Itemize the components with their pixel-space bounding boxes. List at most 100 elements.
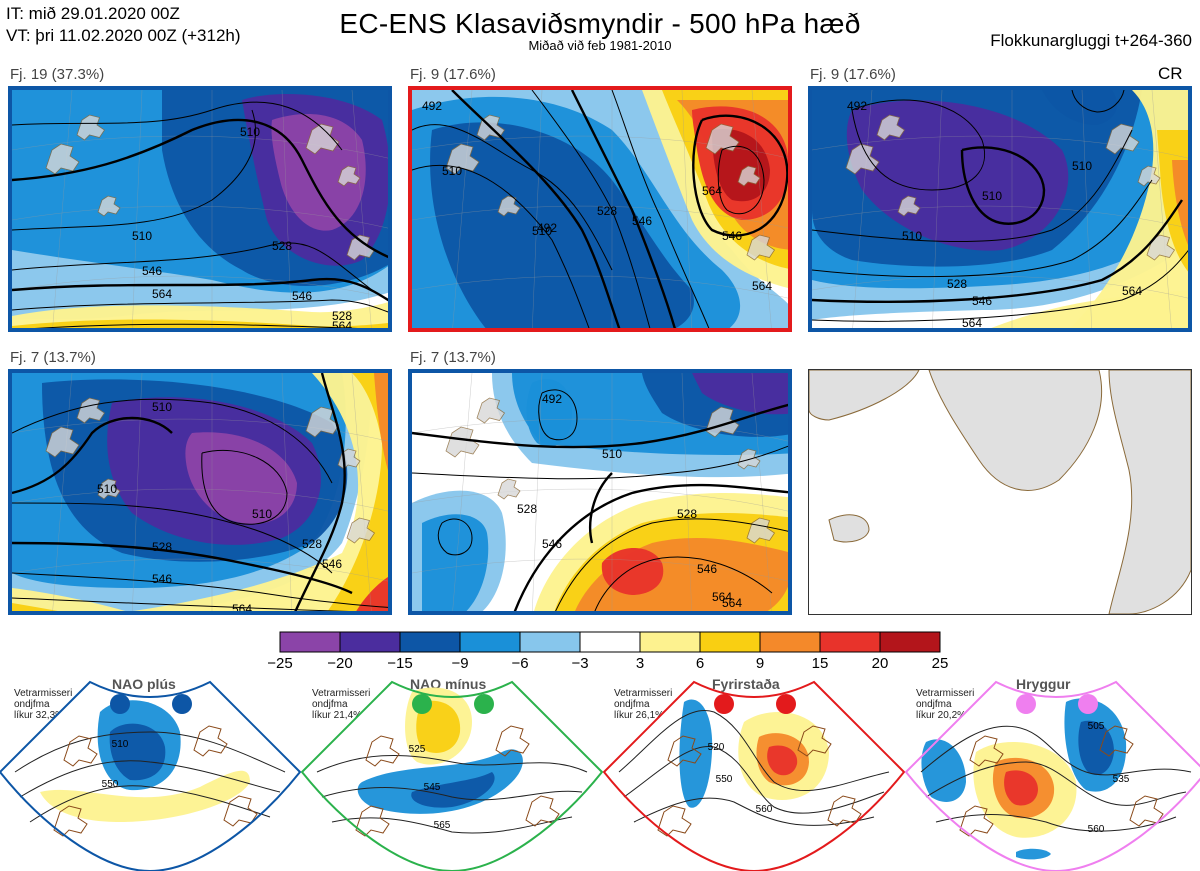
colorbar-swatch [459,631,521,653]
contour-label: 546 [142,264,162,278]
cluster-map-4: 510 510 510 528 546 528 546 564 [8,369,392,615]
canada-coast [809,370,920,421]
regime-coastline [63,735,98,767]
contour-label: 528 [332,309,352,323]
height-contour [12,101,343,151]
regime-contour [920,725,1192,776]
regime-marker-dot [474,694,494,714]
contour-label: 528 [302,537,322,551]
height-contour [570,90,676,328]
contour-label: 510 [240,125,260,139]
regime-coastline [223,795,258,827]
height-contour [12,572,388,608]
contour-label: 510 [1072,159,1092,173]
contour-label: 492 [542,392,562,406]
regime-coastline [355,805,390,837]
regime-1-info: Vetrarmisseri ondjfma líkur 32,3% [14,688,73,721]
colorbar-tick-label: 3 [636,655,644,672]
colorbar-swatch [819,631,881,653]
contour-label: 564 [752,279,772,293]
contour-label: 546 [292,289,312,303]
anomaly-map-3: 492 510 510 528 546 564 564 510 [812,90,1188,330]
regime-contour [633,797,875,826]
height-contour [12,502,333,574]
contour-label: 510 [602,447,622,461]
height-contour [555,518,788,611]
coastline [305,123,340,155]
island [828,514,870,543]
regime-map-nao_plus: 510 550 [0,680,302,871]
coastline [845,143,880,175]
colorbar-swatch [339,631,401,653]
regime-marker-dot [714,694,734,714]
contour-label: 546 [542,537,562,551]
regime-contour [925,761,1187,806]
anomaly-region [991,290,1188,328]
regime-marker-dot [1078,694,1098,714]
regime-marker-dot [776,694,796,714]
regime-anomaly-region [411,772,495,808]
contour-label: 528 [517,502,537,516]
regime-contour [331,816,573,834]
greenland [928,370,1103,491]
height-contour [692,114,788,237]
height-contour [294,373,346,611]
height-contour [12,242,373,291]
regime-4-title: Hryggur [1016,676,1071,692]
colorbar-swatch [519,631,581,653]
height-contour [12,398,333,484]
cluster-map-2: 492 510 510 492 528 546 564 546 564 [408,86,792,332]
contour-label: 528 [597,204,617,218]
coastline [876,114,906,141]
regime-contour-label: 550 [716,774,733,785]
regime-anomaly-region [1016,848,1051,860]
height-contour [12,541,353,595]
height-contour [538,389,578,441]
coastline [97,478,121,500]
contour-label: 546 [322,557,342,571]
regime-contour-label: 565 [434,820,451,831]
colorbar-swatch [399,631,461,653]
contour-label: 528 [677,507,697,521]
contour-label: 564 [702,184,722,198]
colorbar-tick-label: −15 [387,655,412,672]
height-contour [437,518,473,556]
regime-contour [618,710,890,792]
height-contour [812,129,1133,243]
colorbar-swatch [699,631,761,653]
regime-coastline [959,805,994,837]
contour-label: 492 [422,99,442,113]
anomaly-region [12,603,58,611]
contour-label: 564 [332,319,352,332]
regime-1-title: NAO plús [112,676,176,692]
anomaly-region [271,114,366,231]
height-contour [1071,90,1125,113]
contour-label: 510 [132,229,152,243]
regime-3-title: Fyrirstaða [712,676,780,692]
height-contour [589,472,613,544]
contour-label: 564 [962,316,982,330]
regime-anomaly-region [109,723,166,781]
contour-label: 510 [902,229,922,243]
colorbar-tick-label: −6 [511,655,528,672]
colorbar-tick-label: −9 [451,655,468,672]
valid-time: VT: þri 11.02.2020 00Z (+312h) [6,26,241,45]
regime-contour-label: 545 [424,782,441,793]
height-contour [34,323,359,328]
regime-map-nao_minus: 525 545 565 [300,680,604,871]
regime-4-info: Vetrarmisseri ondjfma líkur 20,2% [916,688,975,721]
coastline [346,234,376,261]
regime-anomaly-region [40,770,250,822]
height-contour [960,146,1046,225]
contour-label: 510 [442,164,462,178]
colorbar-tick-label: 9 [756,655,764,672]
contour-label: 492 [537,221,557,235]
regime-anomaly-region [357,749,523,814]
panel-2-label: Fj. 9 (17.6%) [410,66,496,83]
contour-label: 528 [947,277,967,291]
regime-coastline [827,795,862,827]
regime-map-border [300,680,604,871]
empty-land-map [808,369,1192,615]
regime-map-ridge: 505 535 560 [904,680,1200,871]
